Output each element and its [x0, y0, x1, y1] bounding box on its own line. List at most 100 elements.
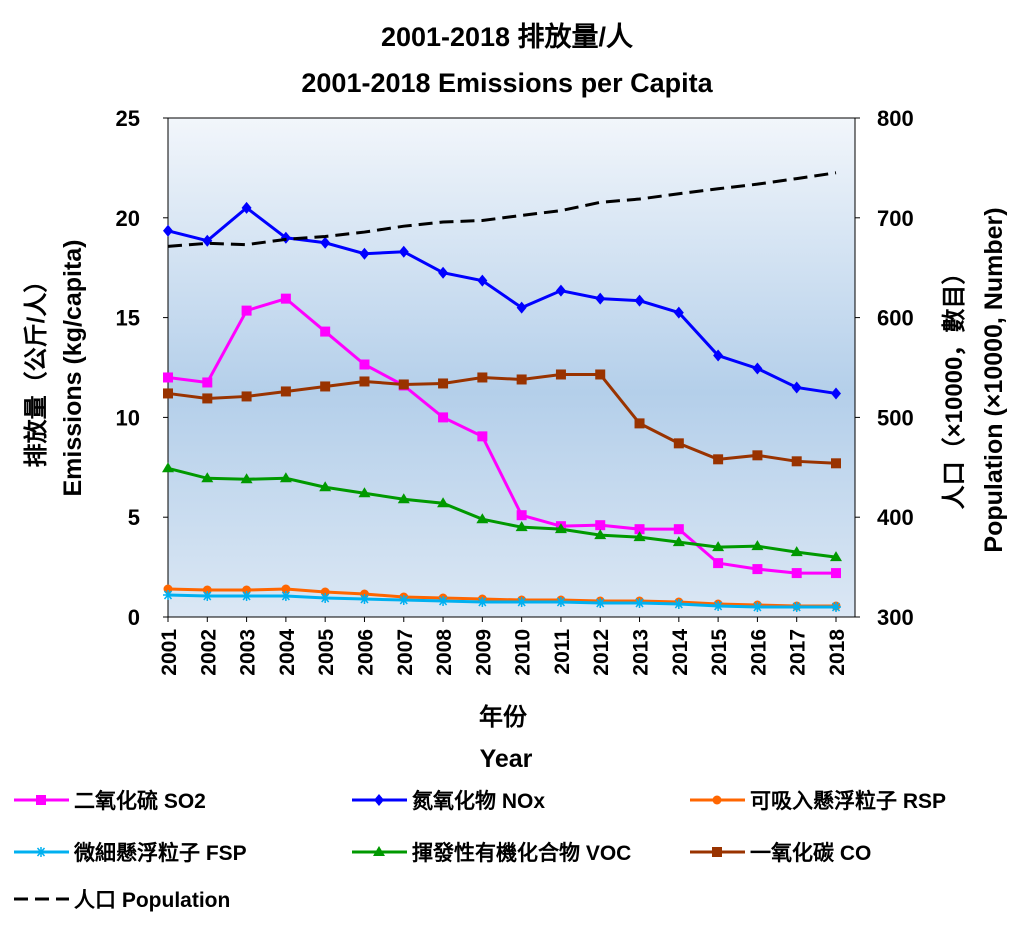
x-tick-label: 2011	[551, 629, 574, 675]
x-axis-label: 年份	[479, 703, 528, 731]
data-point	[202, 585, 212, 595]
data-point	[202, 234, 213, 247]
data-point	[673, 599, 684, 610]
data-point	[713, 601, 724, 612]
data-point	[634, 418, 645, 429]
y-tick-label: 5	[128, 505, 140, 530]
legend-marker	[374, 794, 384, 806]
data-point	[397, 493, 410, 504]
data-point	[320, 381, 331, 392]
x-tick-label: 2003	[237, 629, 260, 676]
data-point	[673, 306, 684, 319]
data-point	[634, 294, 645, 307]
chart-title: 2001-2018 排放量/人	[381, 21, 633, 52]
data-point	[202, 591, 213, 602]
legend-item: 微細懸浮粒子 FSP	[14, 841, 247, 865]
data-point	[555, 284, 566, 297]
series-line	[167, 587, 836, 608]
series-3	[163, 590, 841, 613]
data-point	[712, 541, 725, 552]
x-tick-label: 2005	[315, 629, 338, 676]
data-point	[477, 372, 488, 383]
y2-axis-label-en: Population (×10000, Number)	[980, 207, 1008, 552]
x-tick-label: 2004	[276, 629, 299, 676]
legend-label: 二氧化硫 SO2	[74, 789, 206, 813]
data-point	[320, 326, 331, 337]
y2-tick-label: 700	[877, 206, 914, 231]
data-point	[319, 481, 332, 492]
y-axis-label-en: Emissions (kg/capita)	[59, 239, 87, 496]
data-point	[359, 247, 370, 260]
x-tick-label: 2009	[472, 629, 495, 676]
x-tick-label: 2014	[669, 629, 692, 676]
data-point	[163, 590, 173, 601]
data-point	[554, 523, 567, 534]
data-point	[791, 381, 802, 394]
x-tick-label: 2007	[394, 629, 417, 676]
data-point	[673, 524, 684, 535]
data-point	[359, 594, 370, 605]
data-point	[516, 374, 527, 385]
data-point	[595, 520, 606, 531]
data-point	[477, 431, 488, 442]
y2-tick-label: 500	[877, 405, 914, 430]
data-point	[752, 602, 763, 613]
data-point	[279, 472, 292, 483]
data-point	[163, 372, 173, 383]
data-point	[595, 598, 606, 609]
data-point	[202, 393, 213, 404]
legend-label: 人口 Population	[74, 889, 230, 912]
data-point	[240, 473, 253, 484]
data-point	[516, 301, 527, 314]
data-point	[790, 546, 803, 557]
data-point	[163, 388, 173, 399]
data-point	[241, 391, 252, 402]
data-point	[633, 531, 646, 542]
chart-subtitle: 2001-2018 Emissions per Capita	[301, 68, 713, 98]
x-axis-label-en: Year	[480, 745, 533, 773]
data-point	[241, 591, 252, 602]
series-1	[163, 201, 841, 400]
data-point	[791, 602, 802, 613]
y2-tick-label: 600	[877, 306, 914, 331]
legend-marker	[36, 795, 46, 805]
y2-tick-label: 800	[877, 106, 914, 131]
data-point	[280, 386, 291, 397]
data-point	[791, 456, 802, 467]
data-point	[515, 521, 528, 532]
legend-marker	[373, 846, 385, 856]
data-point	[438, 412, 449, 423]
data-point	[595, 369, 606, 380]
legend-item: 可吸入懸浮粒子 RSP	[690, 789, 946, 813]
y-tick-label: 20	[116, 206, 140, 231]
x-tick-label: 2018	[826, 629, 849, 676]
data-point	[398, 379, 409, 390]
legend-marker	[712, 847, 722, 857]
x-tick-label: 2006	[354, 629, 377, 676]
data-point	[438, 596, 449, 607]
legend-item: 二氧化硫 SO2	[14, 789, 206, 813]
y2-tick-label: 400	[877, 505, 914, 530]
data-point	[242, 585, 252, 595]
data-point	[831, 602, 841, 613]
data-point	[163, 584, 173, 594]
legend-label: 氮氧化物 NOx	[412, 789, 545, 813]
legend: 二氧化硫 SO2 氮氧化物 NOx 可吸入懸浮粒子 RSP 微細懸浮粒子 FSP 揮發性…	[14, 789, 946, 912]
y-tick-label: 10	[116, 405, 140, 430]
data-point	[555, 597, 566, 608]
x-tick-label: 2015	[708, 629, 731, 676]
legend-label: 揮發性有機化合物 VOC	[412, 841, 631, 865]
y2-tick-label: 300	[877, 605, 914, 630]
data-point	[713, 558, 724, 569]
legend-item: 揮發性有機化合物 VOC	[352, 841, 631, 865]
data-point	[634, 598, 645, 609]
y-axis-label: 排放量（公斤/人）	[22, 269, 50, 468]
data-point	[831, 568, 841, 579]
legend-item: 氮氧化物 NOx	[352, 789, 545, 813]
data-point	[241, 201, 252, 214]
y-tick-label: 15	[116, 306, 140, 331]
x-tick-label: 2010	[512, 629, 535, 676]
data-point	[713, 454, 724, 465]
data-point	[831, 387, 841, 400]
